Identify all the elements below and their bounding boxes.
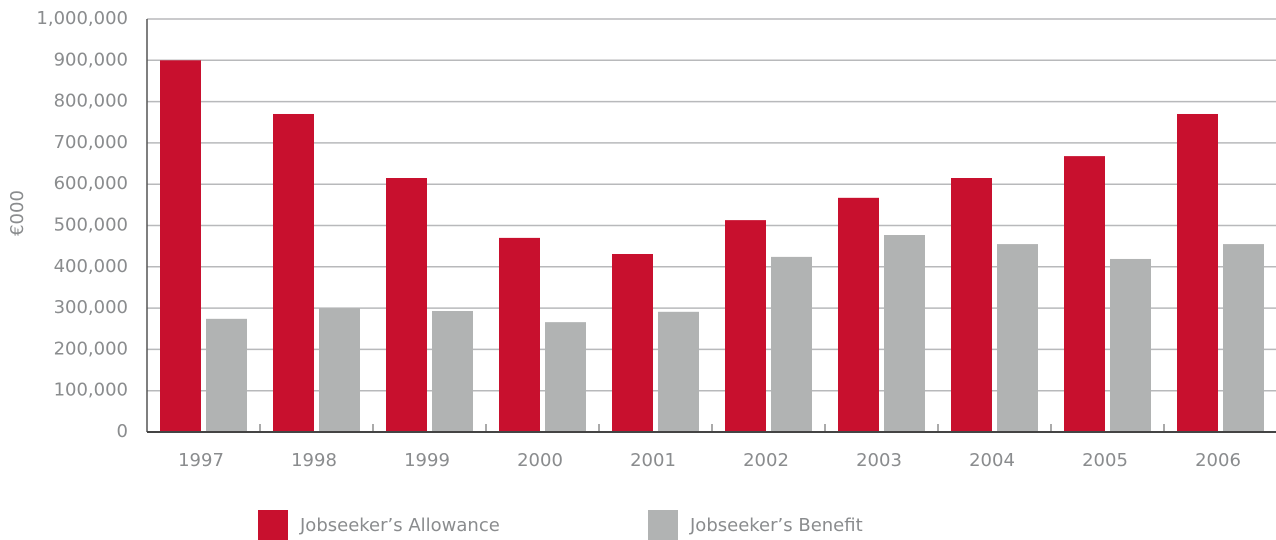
bar (499, 237, 540, 432)
x-tick-label: 2002 (743, 450, 789, 471)
y-tick-label: 0 (117, 421, 128, 442)
y-tick-label: 1,000,000 (36, 8, 128, 29)
bar (838, 197, 879, 432)
bar (884, 234, 925, 432)
x-tick-label: 1998 (291, 450, 337, 471)
x-tick-label: 1997 (178, 450, 224, 471)
bar (771, 256, 812, 432)
y-tick-label: 300,000 (54, 297, 128, 318)
y-tick-label: 100,000 (54, 380, 128, 401)
legend-swatch (648, 510, 678, 540)
bar (1064, 156, 1105, 432)
x-tick-label: 2005 (1082, 450, 1128, 471)
bar (319, 308, 360, 432)
bar (612, 253, 653, 432)
y-tick-label: 400,000 (54, 256, 128, 277)
y-tick-label: 900,000 (54, 49, 128, 70)
bar (273, 113, 314, 433)
y-tick-label: 800,000 (54, 91, 128, 112)
bar (206, 318, 247, 432)
legend-swatch (258, 510, 288, 540)
x-tick-label: 2000 (517, 450, 563, 471)
bar (951, 178, 992, 432)
y-tick-label: 700,000 (54, 132, 128, 153)
y-tick-label: 600,000 (54, 173, 128, 194)
legend-label: Jobseeker’s Allowance (299, 515, 500, 536)
x-tick-label: 2006 (1195, 450, 1241, 471)
x-tick-label: 2004 (969, 450, 1015, 471)
bar (997, 244, 1038, 432)
bar (658, 311, 699, 432)
x-tick-label: 1999 (404, 450, 450, 471)
legend-label: Jobseeker’s Benefit (689, 515, 863, 536)
y-tick-label: 500,000 (54, 215, 128, 236)
bar (432, 310, 473, 432)
bar (1223, 244, 1264, 432)
bar (545, 322, 586, 432)
bar (1177, 113, 1218, 433)
y-axis-label: €000 (7, 190, 28, 236)
x-tick-label: 2003 (856, 450, 902, 471)
y-tick-label: 200,000 (54, 338, 128, 359)
x-tick-label: 2001 (630, 450, 676, 471)
bar (386, 178, 427, 432)
bar (725, 220, 766, 432)
bar (1110, 258, 1151, 432)
bar (160, 60, 201, 433)
